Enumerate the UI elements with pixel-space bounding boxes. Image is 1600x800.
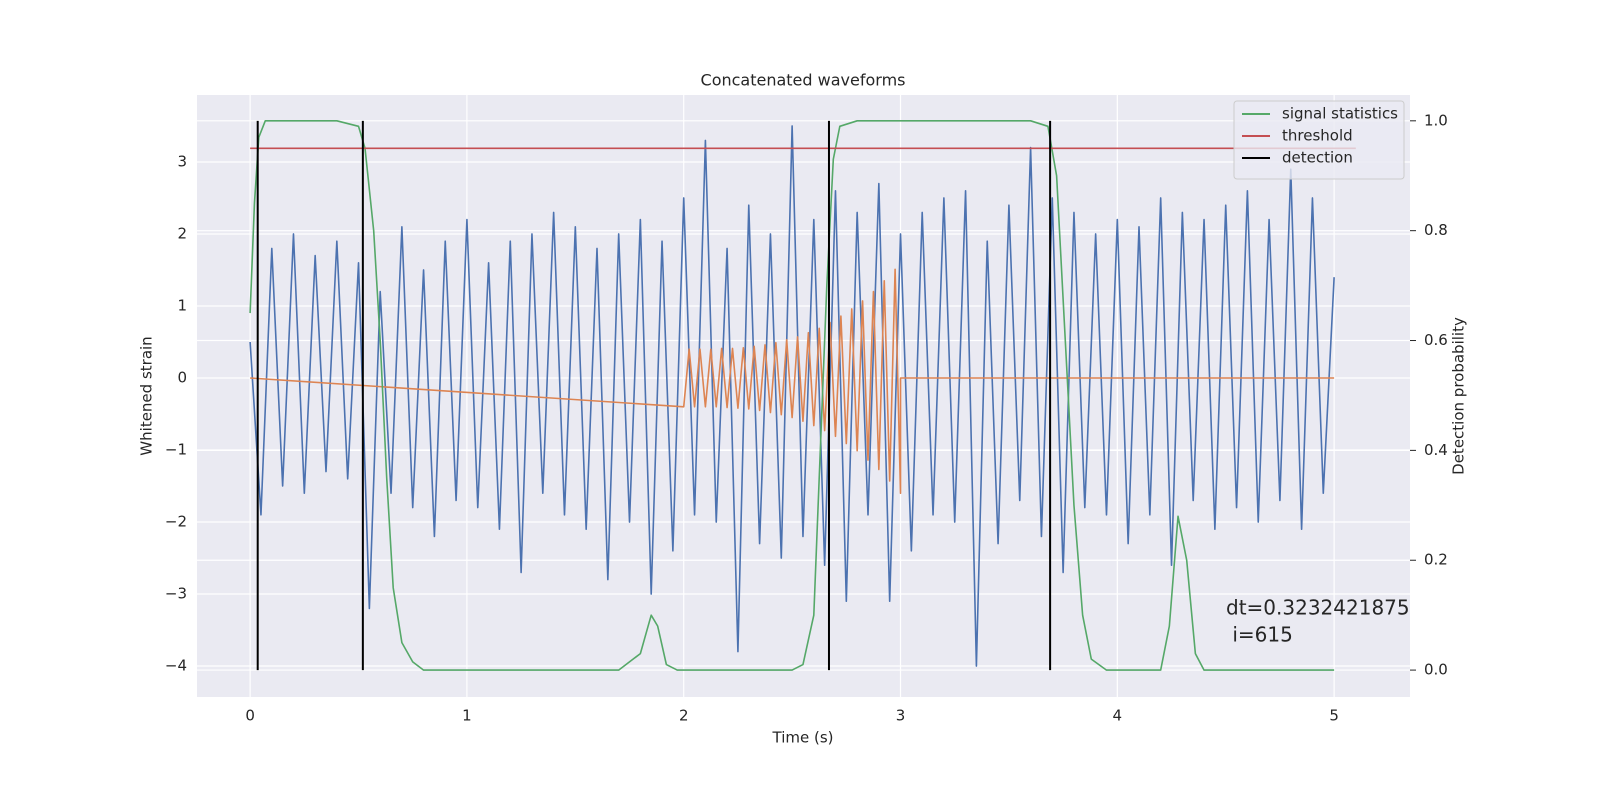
y2-tick-label: 1.0 xyxy=(1424,111,1448,129)
y-tick-label: 2 xyxy=(177,224,187,242)
y-tick-label: 3 xyxy=(177,152,187,170)
chart-title: Concatenated waveforms xyxy=(701,71,906,90)
y2-tick-label: 0.0 xyxy=(1424,661,1448,679)
legend-label: threshold xyxy=(1282,127,1353,145)
y2-tick-label: 0.6 xyxy=(1424,331,1448,349)
y-tick-label: 1 xyxy=(177,296,187,314)
y2-axis-label: Detection probability xyxy=(1450,317,1468,475)
series-line xyxy=(249,125,1335,667)
y-tick-label: −4 xyxy=(165,657,187,675)
y-axis-label: Whitened strain xyxy=(138,336,156,455)
y-tick-label: −1 xyxy=(165,441,187,459)
legend-label: detection xyxy=(1282,149,1353,167)
plot-area xyxy=(197,95,1410,697)
y-tick-label: −3 xyxy=(165,585,187,603)
series-line xyxy=(250,268,1335,495)
y2-tick-label: 0.4 xyxy=(1424,441,1448,459)
x-tick-label: 3 xyxy=(896,707,906,725)
legend-label: signal statistics xyxy=(1282,105,1398,123)
annotation: i=615 xyxy=(1226,623,1293,647)
x-axis-label: Time (s) xyxy=(772,729,834,747)
legend-box xyxy=(1233,100,1405,180)
series-line xyxy=(249,120,1335,671)
x-tick-label: 0 xyxy=(245,707,255,725)
x-tick-label: 2 xyxy=(679,707,689,725)
y-tick-label: 0 xyxy=(177,368,187,386)
x-tick-label: 1 xyxy=(462,707,472,725)
x-tick-label: 4 xyxy=(1113,707,1123,725)
annotation: dt=0.3232421875 xyxy=(1226,596,1410,620)
y2-tick-label: 0.2 xyxy=(1424,551,1448,569)
x-tick-label: 5 xyxy=(1329,707,1339,725)
y-tick-label: −2 xyxy=(165,513,187,531)
y2-tick-label: 0.8 xyxy=(1424,221,1448,239)
